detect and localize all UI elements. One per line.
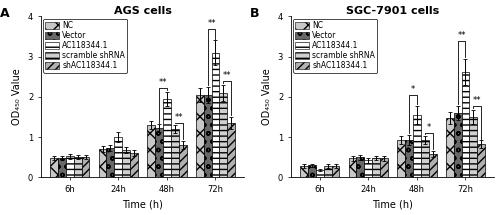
Bar: [300, 166, 308, 177]
Bar: [380, 158, 388, 177]
Bar: [155, 128, 163, 177]
Bar: [50, 158, 58, 177]
Bar: [147, 125, 155, 177]
Bar: [74, 157, 82, 177]
Bar: [364, 160, 372, 177]
Legend: NC, Vector, AC118344.1, scramble shRNA, shAC118344.1: NC, Vector, AC118344.1, scramble shRNA, …: [43, 19, 128, 73]
Bar: [228, 123, 235, 177]
Bar: [405, 140, 413, 177]
Text: **: **: [174, 113, 183, 122]
Bar: [130, 153, 138, 177]
Y-axis label: OD₄₅₀ Value: OD₄₅₀ Value: [12, 68, 22, 125]
Bar: [462, 72, 469, 177]
Text: A: A: [0, 7, 10, 20]
Title: SGC-7901 cells: SGC-7901 cells: [346, 6, 439, 15]
X-axis label: Time (h): Time (h): [372, 200, 413, 209]
Bar: [114, 137, 122, 177]
Bar: [454, 113, 462, 177]
Bar: [66, 156, 74, 177]
Bar: [356, 157, 364, 177]
Bar: [204, 95, 212, 177]
Bar: [106, 148, 114, 177]
Bar: [196, 95, 203, 177]
Text: B: B: [250, 7, 260, 20]
Bar: [332, 166, 340, 177]
Bar: [308, 165, 316, 177]
Text: **: **: [208, 19, 216, 28]
Bar: [220, 93, 228, 177]
Bar: [178, 145, 186, 177]
Bar: [470, 117, 478, 177]
Bar: [421, 140, 428, 177]
Text: **: **: [458, 31, 466, 40]
Bar: [446, 118, 454, 177]
Text: **: **: [473, 96, 482, 105]
Bar: [397, 140, 405, 177]
Bar: [98, 149, 106, 177]
Bar: [478, 144, 485, 177]
Text: **: **: [158, 78, 167, 87]
Bar: [82, 157, 90, 177]
Bar: [324, 166, 332, 177]
Y-axis label: OD₄₅₀ Value: OD₄₅₀ Value: [262, 68, 272, 125]
Bar: [428, 154, 436, 177]
Bar: [122, 150, 130, 177]
Bar: [413, 115, 421, 177]
Text: *: *: [411, 85, 415, 94]
Bar: [163, 99, 171, 177]
Bar: [171, 129, 178, 177]
Text: *: *: [426, 123, 431, 132]
Bar: [316, 170, 324, 177]
Bar: [58, 158, 66, 177]
Bar: [372, 158, 380, 177]
Bar: [348, 158, 356, 177]
Bar: [212, 52, 220, 177]
Text: **: **: [223, 71, 232, 80]
X-axis label: Time (h): Time (h): [122, 200, 163, 209]
Title: AGS cells: AGS cells: [114, 6, 172, 15]
Legend: NC, Vector, AC118344.1, scramble shRNA, shAC118344.1: NC, Vector, AC118344.1, scramble shRNA, …: [293, 19, 378, 73]
